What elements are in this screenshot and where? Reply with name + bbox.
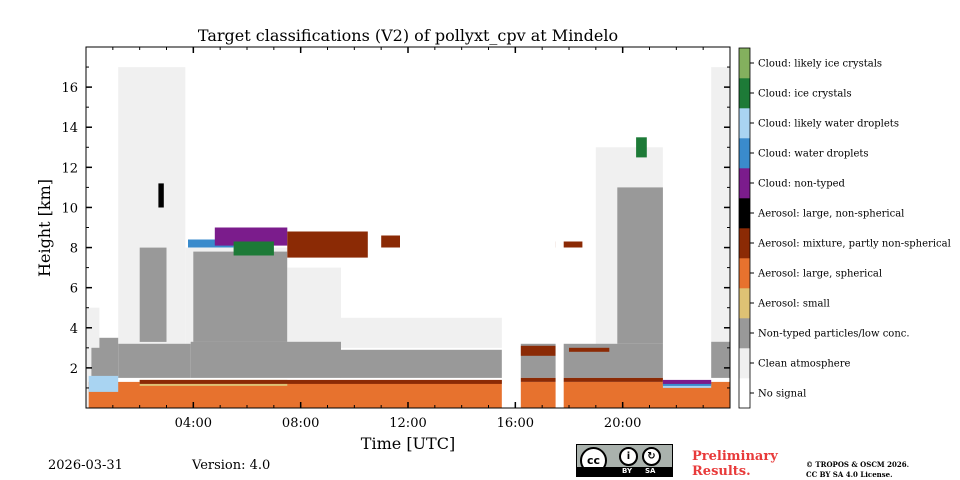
license-notice: © TROPOS & OSCM 2026. CC BY SA 4.0 Licen… — [806, 460, 909, 480]
heatmap-region-32 — [381, 235, 400, 248]
heatmap-region-9 — [118, 343, 191, 378]
x-tick-label: 20:00 — [604, 416, 641, 431]
legend-label: Aerosol: large, spherical — [757, 269, 882, 280]
legend-label: Non-typed particles/low conc. — [758, 329, 910, 340]
preliminary-line-2: Results. — [692, 464, 751, 479]
legend-swatch — [739, 48, 750, 79]
date-label: 2026-03-31 — [48, 458, 123, 473]
heatmap-region-6 — [711, 67, 730, 348]
heatmap-region-28 — [188, 239, 234, 248]
legend-label: Cloud: non-typed — [758, 179, 846, 190]
heatmap-region-37 — [555, 47, 564, 408]
license-line-2: CC BY SA 4.0 License. — [806, 470, 893, 479]
heatmap-region-3 — [287, 267, 341, 348]
legend-swatch — [739, 108, 750, 139]
heatmap-region-14 — [193, 251, 288, 342]
legend-label: Cloud: likely water droplets — [758, 119, 899, 130]
preliminary-line-1: Preliminary — [692, 449, 778, 464]
legend-swatch — [739, 318, 750, 349]
y-axis-label: Height [km] — [35, 179, 54, 277]
heatmap-layer — [86, 47, 730, 408]
heatmap-region-10 — [190, 341, 341, 378]
heatmap-region-27 — [662, 379, 712, 384]
preliminary-notice: Preliminary Results. — [692, 449, 778, 479]
chart-title: Target classifications (V2) of pollyxt_c… — [198, 26, 618, 45]
legend-swatch — [739, 288, 750, 319]
legend-label: Aerosol: small — [757, 299, 830, 310]
legend-label: Clean atmosphere — [758, 359, 851, 370]
sa-label: SA — [645, 467, 656, 475]
y-tick-label: 6 — [70, 282, 78, 297]
legend-label: Aerosol: mixture, partly non-spherical — [757, 239, 951, 250]
legend-label: No signal — [758, 389, 806, 400]
heatmap-region-13 — [711, 341, 730, 378]
legend-label: Aerosol: large, non-spherical — [757, 209, 904, 220]
x-tick-label: 16:00 — [497, 416, 534, 431]
legend-swatch — [739, 78, 750, 109]
y-tick-label: 12 — [61, 161, 78, 176]
heatmap-region-35 — [636, 137, 647, 158]
heatmap-region-22 — [569, 347, 610, 352]
x-axis-ticks: 04:00 08:00 12:00 16:00 20:00 — [112, 47, 704, 431]
class-legend: No signal Clean atmosphere Non-typed parti… — [738, 47, 951, 409]
y-tick-label: 16 — [61, 81, 78, 96]
legend-swatch — [739, 378, 750, 409]
y-tick-label: 2 — [70, 362, 78, 377]
legend-frame — [738, 47, 751, 409]
y-tick-label: 4 — [70, 322, 78, 337]
x-tick-label: 12:00 — [389, 416, 426, 431]
y-axis-ticks: 2 4 6 8 10 12 14 16 — [61, 66, 730, 389]
x-tick-label: 08:00 — [282, 416, 319, 431]
y-tick-label: 14 — [61, 121, 78, 136]
legend-swatch — [739, 348, 750, 379]
version-label: Version: 4.0 — [192, 458, 271, 473]
x-axis-label: Time [UTC] — [361, 434, 455, 453]
legend-swatch — [739, 198, 750, 229]
legend-label: Cloud: ice crystals — [758, 89, 852, 100]
attribution-icon: i — [619, 447, 638, 466]
heatmap-region-29 — [214, 227, 288, 246]
cc-license-badge[interactable]: cc i ↻ BY SA — [576, 444, 673, 477]
heatmap-region-24 — [88, 375, 119, 392]
heatmap-region-23 — [520, 377, 663, 382]
heatmap-region-20 — [139, 379, 502, 384]
y-tick-label: 10 — [61, 201, 78, 216]
heatmap-region-31 — [287, 231, 368, 258]
cc-badge-band: BY SA — [577, 467, 672, 476]
y-tick-label: 8 — [70, 242, 78, 257]
heatmap-region-33 — [555, 241, 583, 248]
heatmap-region-36 — [501, 47, 521, 408]
heatmap-region-15 — [139, 247, 167, 342]
heatmap-region-21 — [520, 345, 556, 356]
heatmap-region-30 — [233, 241, 274, 256]
legend-label: Cloud: likely ice crystals — [758, 59, 882, 70]
share-alike-icon: ↻ — [642, 447, 661, 466]
heatmap-region-34 — [158, 183, 164, 208]
x-tick-label: 04:00 — [175, 416, 212, 431]
legend-label: Cloud: water droplets — [758, 149, 869, 160]
heatmap-region-8 — [99, 337, 119, 378]
legend-swatch — [739, 168, 750, 199]
heatmap-region-11 — [340, 349, 502, 378]
by-label: BY — [622, 467, 633, 475]
legend-swatch — [739, 228, 750, 259]
heatmap-region-17 — [88, 381, 502, 408]
heatmap-region-7 — [91, 347, 100, 378]
heatmap-region-4 — [340, 317, 502, 348]
license-line-1: © TROPOS & OSCM 2026. — [806, 460, 910, 469]
heatmap-region-16 — [617, 187, 663, 344]
legend-swatch — [739, 258, 750, 289]
legend-swatch — [739, 138, 750, 169]
